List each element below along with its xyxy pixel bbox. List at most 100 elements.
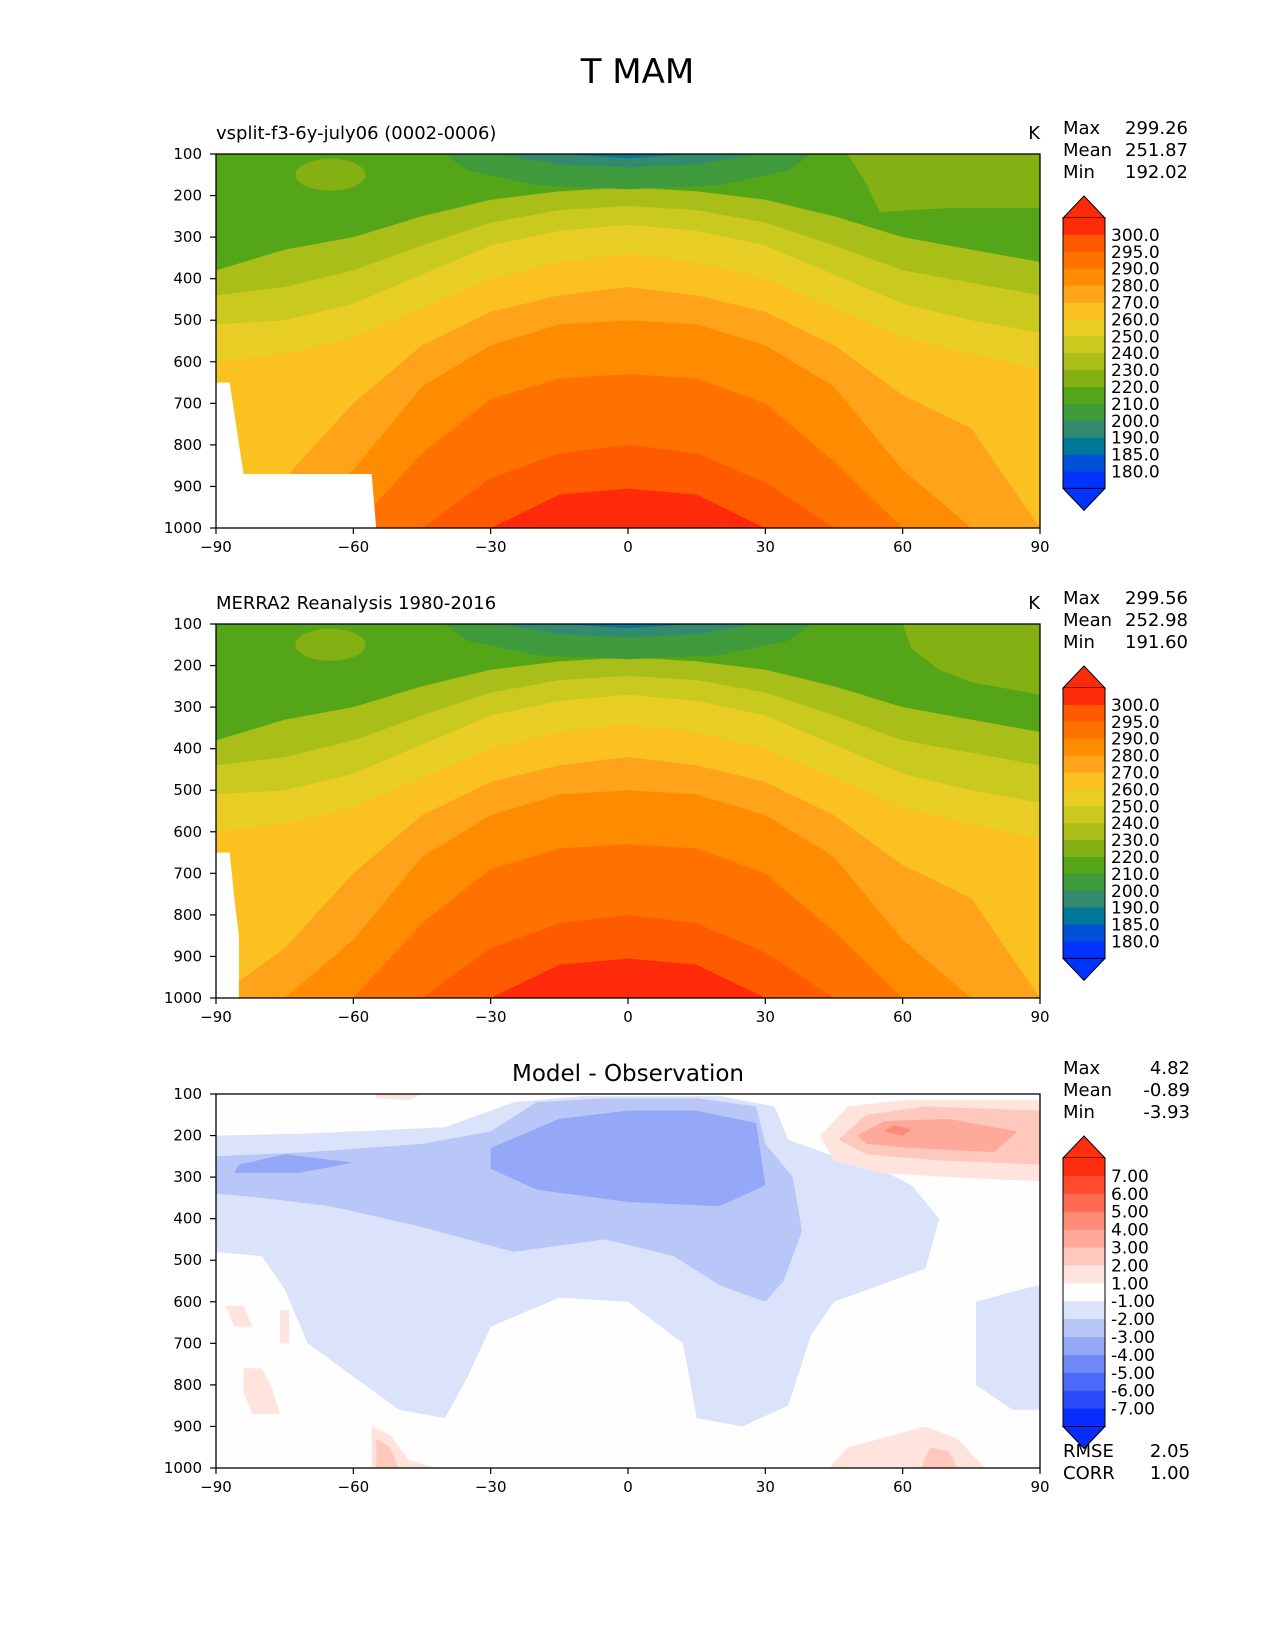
- colorbar-label: 300.0: [1111, 696, 1160, 716]
- stats-block: Max 4.82 Mean -0.89 Min -3.93: [1063, 1058, 1190, 1123]
- colorbar-segment: [1063, 1247, 1105, 1266]
- colorbar-segment: [1063, 1193, 1105, 1213]
- colorbar-segment: [1063, 454, 1105, 472]
- y-tick-label: 800: [173, 436, 202, 454]
- colorbar-label: 190.0: [1111, 429, 1160, 449]
- stat-mean-value: 252.98: [1125, 610, 1188, 631]
- y-tick-label: 600: [173, 1293, 202, 1311]
- extra-stats-block: RMSE 2.05 CORR 1.00: [1063, 1441, 1190, 1484]
- colorbar-segment: [1063, 353, 1105, 371]
- colorbar-label: 300.0: [1111, 226, 1160, 246]
- colorbar-label: 295.0: [1111, 243, 1160, 263]
- y-tick-label: 900: [173, 947, 202, 965]
- colorbar-label: 210.0: [1111, 865, 1160, 885]
- y-tick-label: 100: [173, 615, 202, 633]
- colorbar-label: 200.0: [1111, 882, 1160, 902]
- y-tick-label: 800: [173, 1376, 202, 1394]
- stat-mean-value: 251.87: [1125, 140, 1188, 161]
- stat-min-value: 192.02: [1125, 162, 1188, 183]
- colorbar-segment: [1063, 234, 1105, 253]
- y-tick-label: 200: [173, 657, 202, 675]
- colorbar-label: -7.00: [1111, 1400, 1155, 1420]
- y-tick-label: 700: [173, 394, 202, 412]
- tropopause-band-190: [499, 154, 757, 168]
- y-tick-label: 1000: [164, 989, 202, 1007]
- y-tick-label: 100: [173, 145, 202, 163]
- colorbar-segment: [1063, 1301, 1105, 1320]
- stat-corr-label: CORR: [1063, 1463, 1115, 1484]
- colorbar: 7.006.005.004.003.002.001.00-1.00-2.00-3…: [1061, 1135, 1155, 1450]
- stat-max-value: 4.82: [1150, 1058, 1190, 1079]
- colorbar-extend-bottom: [1061, 1426, 1107, 1450]
- diff-warm-surf-2: [376, 1438, 400, 1468]
- y-tick-label: 900: [173, 477, 202, 495]
- y-tick-label: 700: [173, 864, 202, 882]
- colorbar-extend-top: [1061, 1135, 1107, 1159]
- panel-subtitle: vsplit-f3-6y-july06 (0002-0006): [216, 123, 496, 144]
- colorbar-segment: [1063, 1354, 1105, 1374]
- tropopause-band-190: [499, 624, 757, 638]
- y-tick-label: 200: [173, 1127, 202, 1145]
- temperature-band-300: [216, 488, 1040, 528]
- panel-observation: MERRA2 Reanalysis 1980-2016 K Max 299.56…: [0, 582, 1275, 1052]
- colorbar-label: 2.00: [1111, 1256, 1149, 1276]
- colorbar-segment: [1063, 890, 1105, 909]
- x-tick-label: 60: [893, 1478, 912, 1496]
- x-tick-label: 30: [756, 1478, 775, 1496]
- colorbar-segment: [1063, 924, 1105, 942]
- colorbar-segment: [1063, 1265, 1105, 1284]
- diff-cool-band-east: [975, 1285, 1040, 1410]
- diff-warm-spot: [884, 1125, 912, 1136]
- colorbar-segment: [1063, 873, 1105, 892]
- temperature-band-295: [216, 444, 1040, 528]
- y-tick-label: 1000: [164, 1459, 202, 1477]
- y-tick-label: 600: [173, 353, 202, 371]
- temperature-band-295: [216, 914, 1040, 998]
- colorbar-segment: [1063, 1390, 1105, 1410]
- x-tick-label: 30: [756, 538, 775, 556]
- colorbar-label: 180.0: [1111, 933, 1160, 953]
- units-label: K: [1028, 123, 1041, 144]
- colorbar-label: 290.0: [1111, 260, 1160, 280]
- x-tick-label: −90: [200, 538, 232, 556]
- diff-warm-sw-2: [243, 1368, 281, 1414]
- units-label: K: [1028, 593, 1041, 614]
- diff-cool-band-3: [234, 1154, 354, 1173]
- y-tick-label: 600: [173, 823, 202, 841]
- diff-contour-field: [216, 1094, 1040, 1468]
- colorbar-label: 240.0: [1111, 344, 1160, 364]
- obs-contour-field: [216, 624, 1040, 998]
- x-tick-label: 90: [1030, 538, 1049, 556]
- y-tick-label: 900: [173, 1417, 202, 1435]
- x-tick-label: 0: [623, 538, 633, 556]
- colorbar-segment: [1063, 1283, 1105, 1302]
- colorbar-segment: [1063, 840, 1105, 858]
- colorbar-label: 220.0: [1111, 378, 1160, 398]
- x-tick-label: 60: [893, 1008, 912, 1026]
- colorbar-label: 7.00: [1111, 1167, 1149, 1187]
- colorbar-label: -2.00: [1111, 1310, 1155, 1330]
- colorbar-label: 230.0: [1111, 361, 1160, 381]
- colorbar-segment: [1063, 437, 1105, 456]
- y-tick-label: 500: [173, 781, 202, 799]
- colorbar-segment: [1063, 319, 1105, 337]
- tropopause-band-200: [444, 624, 812, 660]
- x-tick-label: 60: [893, 538, 912, 556]
- colorbar-segment: [1063, 1175, 1105, 1195]
- stat-max-value: 299.56: [1125, 588, 1188, 609]
- stat-rmse-label: RMSE: [1063, 1441, 1114, 1462]
- colorbar-label: 5.00: [1111, 1203, 1149, 1223]
- colorbar-segment: [1063, 806, 1105, 824]
- colorbar-segment: [1063, 420, 1105, 439]
- axes: −90 −60 −30 0 30 60 90 100 200 300 400 500 600 700 800…: [164, 615, 1050, 1026]
- colorbar-segment: [1063, 1337, 1105, 1356]
- diff-cool-band-3b: [490, 1110, 766, 1207]
- stat-min-label: Min: [1063, 632, 1095, 653]
- colorbar-segment: [1063, 370, 1105, 388]
- diff-warm-surf-4: [921, 1447, 958, 1468]
- colorbar-label: -5.00: [1111, 1364, 1155, 1384]
- axes: −90 −60 −30 0 30 60 90 100 200 300 400 500 600 700 800…: [164, 145, 1050, 556]
- y-tick-label: 800: [173, 906, 202, 924]
- x-tick-label: −90: [200, 1478, 232, 1496]
- colorbar-segment: [1063, 1319, 1105, 1338]
